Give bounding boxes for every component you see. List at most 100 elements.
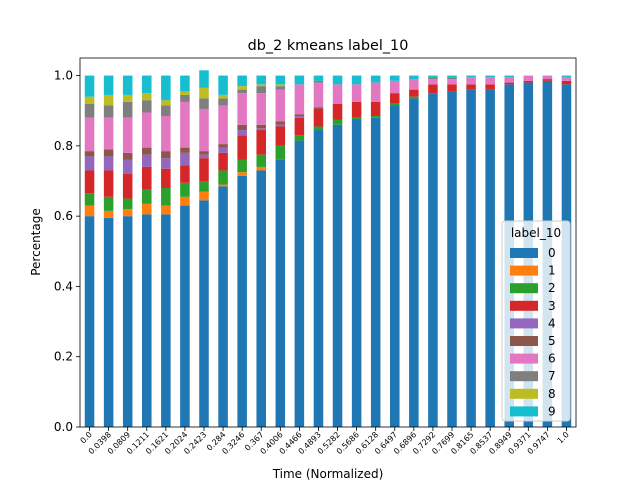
bar-segment — [122, 209, 133, 217]
bar-segment — [103, 170, 114, 197]
bar-segment — [122, 101, 133, 118]
bar-segment — [466, 89, 476, 427]
bar-segment — [275, 159, 286, 427]
bar-segment — [84, 96, 95, 104]
bar-segment — [237, 93, 247, 125]
bar-segment — [466, 84, 476, 90]
bar-segment — [561, 75, 572, 78]
bar-segment — [390, 75, 400, 81]
bar-segment — [504, 75, 514, 78]
bar-segment — [370, 101, 381, 116]
bar-segment — [237, 175, 247, 427]
bar-segment — [332, 84, 343, 104]
bar-segment — [256, 154, 266, 167]
bar-segment — [390, 103, 400, 106]
x-axis-label: Time (Normalized) — [272, 467, 384, 480]
bar-segment — [294, 140, 305, 428]
bar-segment — [447, 77, 457, 80]
bar-segment — [237, 124, 247, 131]
bar-segment — [466, 75, 476, 78]
bar-segment — [218, 94, 228, 99]
bar-segment — [542, 79, 553, 81]
bar-segment — [142, 112, 152, 148]
y-axis-label: Percentage — [29, 208, 43, 276]
bar-segment — [370, 75, 381, 83]
bar-segment — [161, 100, 171, 106]
bar-segment — [218, 75, 228, 95]
bar-segment — [142, 75, 152, 94]
bar-segment — [122, 173, 133, 199]
legend-swatch — [510, 318, 538, 329]
bar-segment — [122, 216, 133, 427]
bar-segment — [370, 115, 381, 118]
bar-segment — [161, 158, 171, 169]
bar-segment — [218, 184, 228, 187]
bar-segment — [199, 108, 209, 152]
chart-title: db_2 kmeans label_10 — [248, 38, 409, 54]
legend-label: 2 — [548, 281, 556, 295]
bar-segment — [122, 94, 133, 102]
bar-segment — [103, 196, 114, 211]
bar-segment — [161, 205, 171, 215]
bar-segment — [199, 151, 209, 155]
bar-segment — [122, 117, 133, 153]
bar-segment — [390, 93, 400, 104]
bar-segment — [542, 75, 553, 80]
bar-segment — [256, 75, 266, 85]
bar-segment — [409, 89, 419, 97]
bar-segment — [313, 130, 324, 428]
bar-segment — [84, 205, 95, 217]
bar-segment — [180, 147, 190, 153]
bar-segment — [294, 115, 305, 118]
bar-segment — [256, 128, 266, 131]
bar-segment — [485, 77, 495, 85]
bar-segment — [218, 152, 228, 171]
bar-segment — [142, 100, 152, 113]
bar-segment — [256, 84, 266, 87]
bar-segment — [103, 117, 114, 150]
bar-segment — [294, 135, 305, 141]
bar-segment — [390, 80, 400, 94]
bar-segment — [409, 96, 419, 99]
bar-segment — [332, 119, 343, 125]
bar-segment — [428, 75, 438, 78]
bar-segment — [294, 114, 305, 116]
legend-swatch — [510, 336, 538, 346]
bar-segment — [485, 89, 495, 427]
bar-segment — [332, 124, 343, 428]
plot-frame — [79, 57, 577, 428]
bar-segment — [275, 124, 286, 127]
bar-segment — [103, 217, 114, 427]
bar-segment — [122, 75, 133, 95]
bar-segment — [199, 154, 209, 159]
bar-segment — [332, 103, 343, 120]
bar-segment — [237, 159, 247, 173]
bar-segment — [390, 105, 400, 427]
bar-segment — [180, 94, 190, 102]
bar-segment — [103, 75, 114, 95]
bar-segment — [256, 93, 266, 125]
bar-segment — [447, 75, 457, 78]
legend: label_10 0 1 2 3 4 5 6 7 8 9 — [501, 220, 571, 422]
bar-segment — [256, 86, 266, 94]
legend-label: 3 — [548, 299, 556, 313]
bar-segment — [275, 145, 286, 160]
bar-segment — [256, 130, 266, 155]
bar-segment — [161, 75, 171, 101]
bar-segment — [142, 147, 152, 155]
bar-segment — [351, 84, 362, 102]
bar-segment — [142, 189, 152, 204]
bar-segment — [84, 151, 95, 157]
legend-swatch — [510, 371, 538, 382]
bar-segment — [275, 84, 286, 87]
bar-segment — [370, 82, 381, 102]
bar-segment — [103, 156, 114, 171]
legend-swatch — [510, 300, 538, 311]
y-tick-label: 0.0 — [54, 420, 73, 434]
bar-segment — [237, 130, 247, 136]
bar-segment — [199, 87, 209, 99]
bar-segment — [84, 170, 95, 194]
bar-segment — [199, 70, 209, 88]
bar-segment — [84, 216, 95, 427]
